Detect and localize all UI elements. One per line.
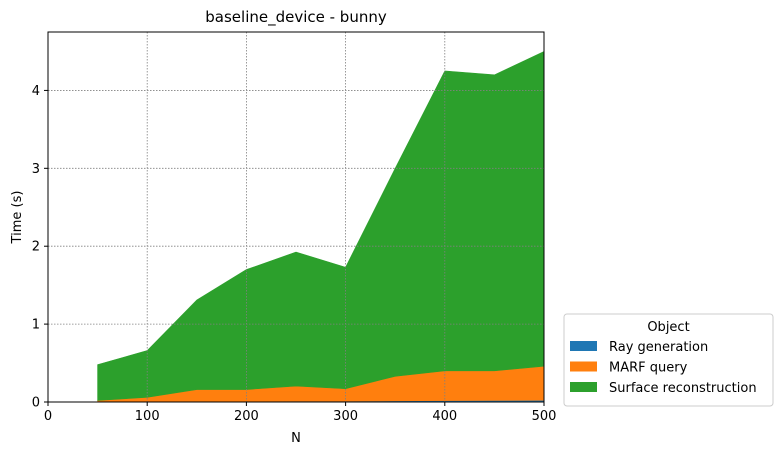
legend-swatch-1 (570, 361, 597, 372)
y-tick-label-1: 1 (32, 318, 40, 333)
stacked-areas (97, 51, 545, 403)
plot-frame (47, 31, 545, 403)
legend-swatch-2 (570, 382, 597, 392)
area-series-2 (97, 51, 545, 401)
x-tick-label-4: 400 (432, 409, 457, 424)
legend-label-0: Ray generation (609, 340, 708, 355)
legend-title: Object (647, 320, 689, 335)
x-tick-label-0: 0 (44, 409, 52, 424)
legend: Object Ray generation MARF query Surface r… (563, 313, 774, 407)
x-tick-label-3: 300 (333, 409, 358, 424)
y-axis-label: Time (s) (10, 191, 25, 245)
chart-title: baseline_device - bunny (205, 8, 387, 27)
x-tick-label-1: 100 (135, 409, 160, 424)
legend-box (563, 313, 774, 407)
y-tick-label-4: 4 (32, 84, 40, 99)
legend-swatch-0 (570, 341, 597, 351)
x-axis-label: N (291, 431, 301, 446)
y-axis-ticks: 0 1 2 3 4 (32, 84, 48, 411)
legend-label-2: Surface reconstruction (609, 381, 757, 396)
legend-entries: Ray generation MARF query Surface reconstr… (570, 340, 757, 396)
y-tick-label-2: 2 (32, 240, 40, 255)
x-tick-label-2: 200 (234, 409, 259, 424)
x-axis-ticks: 0 100 200 300 400 500 (44, 402, 557, 424)
x-tick-label-5: 500 (532, 409, 557, 424)
y-tick-label-0: 0 (32, 396, 40, 411)
legend-label-1: MARF query (609, 361, 688, 376)
y-tick-label-3: 3 (32, 162, 40, 177)
